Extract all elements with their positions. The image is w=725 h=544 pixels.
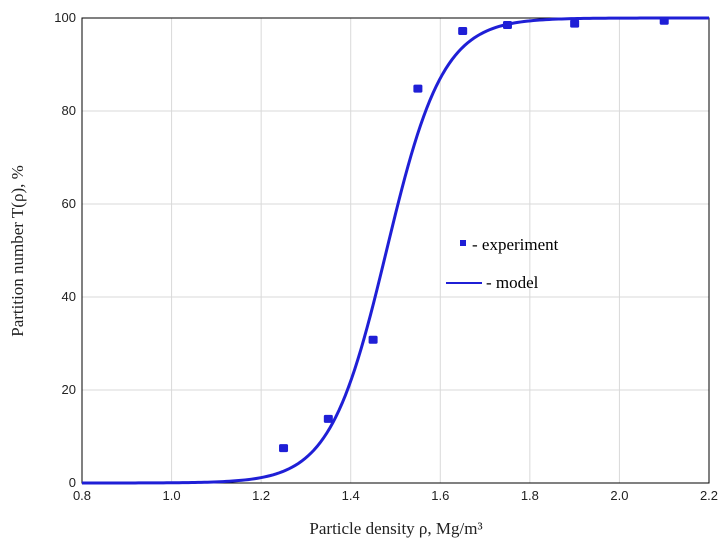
y-tick-label: 0 xyxy=(69,475,76,490)
plot-frame xyxy=(81,17,710,484)
experiment-point xyxy=(458,27,468,36)
x-axis-title: Particle density ρ, Mg/m³ xyxy=(309,519,482,538)
x-tick-label: 0.8 xyxy=(73,488,91,503)
y-tick-labels: 0 20 40 60 80 100 xyxy=(54,10,76,490)
model-curve xyxy=(82,16,709,485)
experiment-point xyxy=(502,20,512,29)
plot-border xyxy=(81,17,710,484)
y-tick-label: 80 xyxy=(62,103,76,118)
experiment-point xyxy=(323,414,333,423)
experiment-point xyxy=(570,19,580,28)
x-tick-label: 1.2 xyxy=(252,488,270,503)
legend-experiment-marker xyxy=(460,240,466,246)
experiment-point xyxy=(659,16,669,25)
experiment-series xyxy=(279,16,669,453)
x-tick-label: 1.8 xyxy=(521,488,539,503)
x-tick-label: 2.0 xyxy=(610,488,628,503)
x-tick-label: 1.4 xyxy=(342,488,360,503)
x-tick-labels: 0.8 1.0 1.2 1.4 1.6 1.8 2.0 2.2 xyxy=(73,488,718,503)
y-tick-label: 40 xyxy=(62,289,76,304)
y-tick-label: 60 xyxy=(62,196,76,211)
model-series xyxy=(82,16,709,485)
x-tick-label: 1.0 xyxy=(163,488,181,503)
experiment-point xyxy=(413,84,423,93)
y-tick-label: 20 xyxy=(62,382,76,397)
legend: - experiment - model xyxy=(446,235,559,292)
experiment-point xyxy=(279,444,289,453)
y-axis-title: Partition number T(ρ), % xyxy=(8,165,27,337)
legend-experiment-label: - experiment xyxy=(472,235,559,254)
x-tick-label: 1.6 xyxy=(431,488,449,503)
y-tick-label: 100 xyxy=(54,10,76,25)
legend-model-label: - model xyxy=(486,273,539,292)
x-tick-label: 2.2 xyxy=(700,488,718,503)
experiment-point xyxy=(368,335,378,344)
grid xyxy=(82,18,709,483)
